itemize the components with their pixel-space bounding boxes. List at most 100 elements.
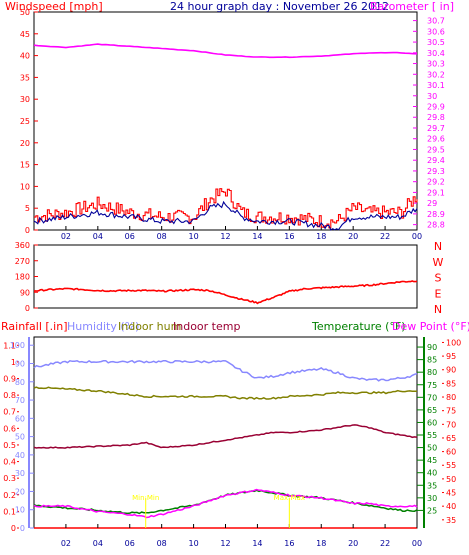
humidity-series-line [33,359,418,382]
wind-direction-series-line [33,280,418,305]
temperature-tick-label: 75 [427,381,437,390]
dew-point-tick-label: 80 [446,393,456,402]
wind-speed-axis-ticks: 0 5 10 15 20 25 30 35 40 45 50 [20,8,38,235]
rainfall-tick-label: 0.7 [3,408,16,417]
dew-point-tick-label: 75 [446,407,456,416]
hour-tick-label: 06 [125,232,135,241]
dew-point-tick-label: 35 [446,516,456,525]
barometer-tick-label: 29.5 [427,145,445,154]
barometer-tick-label: 29.4 [427,156,445,165]
rainfall-tick-label: 1 [11,358,16,367]
barometer-tick-label: 29.2 [427,178,445,187]
indoor-temp-label: Indoor temp [173,320,240,333]
windspeed-tick-label: 20 [20,139,30,148]
temperature-humidity-panel: 0 0.1 0.2 0.3 0.4 0.5 0.6 0.7 0.8 0.9 1 1.1 0 10 20 30… [1,320,469,548]
dew-point-tick-label: 100 [446,338,461,347]
rainfall-tick-label: 0.5 [3,441,16,450]
barometer-axis-label: Barometer [ in] [370,0,454,13]
gust-series-line [33,200,418,231]
temperature-tick-label: 45 [427,456,437,465]
hour-tick-label: 04 [93,539,103,548]
barometer-tick-label: 30.3 [427,60,445,69]
temperature-tick-label: 30 [427,494,437,503]
dew-point-tick-label: 50 [446,475,456,484]
temperature-tick-label: 50 [427,444,437,453]
humidity-tick-label: 80 [15,378,25,387]
windspeed-tick-label: 0 [25,226,30,235]
humidity-tick-label: 0 [20,524,25,533]
hour-tick-label: 22 [380,539,390,548]
temperature-axis-label: Temperature (°F) [311,320,406,333]
hour-tick-label: 12 [220,232,230,241]
indoor-hum-label: Indoor hum [118,320,181,333]
humidity-tick-label: 20 [15,487,25,496]
hour-tick-label: 14 [252,539,262,548]
dew-point-axis-ticks: 35 40 45 50 55 60 65 70 75 80 85 90 95 100 [442,338,461,525]
humidity-tick-label: 70 [15,396,25,405]
direction-tick-label: 180 [15,273,30,282]
hour-tick-label: 18 [316,232,326,241]
hour-tick-label: 22 [380,232,390,241]
temperature-tick-label: 35 [427,481,437,490]
hour-tick-label: 02 [61,232,71,241]
hour-tick-label: 16 [284,539,294,548]
wind-panel-series [33,43,418,231]
rainfall-tick-label: 0.9 [3,375,16,384]
hour-tick-label: 08 [157,539,167,548]
dew-point-axis-label: Dew Point (°F) [392,320,469,333]
min-max-annotations: Min:Min Max:Max [132,494,305,528]
windspeed-tick-label: 50 [20,8,30,17]
temp-panel-frame [33,336,418,529]
temperature-tick-label: 70 [427,393,437,402]
barometer-axis-ticks: 28.8 28.9 29 29.129.2 29.3 29.4 29.529.6 29.7 29… [413,17,445,230]
barometer-tick-label: 29 [427,199,437,208]
dew-point-tick-label: 85 [446,379,456,388]
rainfall-tick-label: 0.3 [3,474,16,483]
rainfall-tick-label: 0.6 [3,424,16,433]
chart-title: 24 hour graph day : November 26 2012 [170,0,389,13]
barometer-series-line [33,43,418,59]
direction-panel-frame [33,244,418,309]
windspeed-series-line [34,188,418,229]
barometer-tick-label: 29.8 [427,113,445,122]
direction-tick-label: 90 [20,288,30,297]
hour-tick-label: 02 [61,539,71,548]
barometer-tick-label: 29.6 [427,135,445,144]
barometer-tick-label: 28.9 [427,210,445,219]
humidity-tick-label: 30 [15,469,25,478]
dew-point-tick-label: 60 [446,448,456,457]
rainfall-axis-ticks: 0 0.1 0.2 0.3 0.4 0.5 0.6 0.7 0.8 0.9 1 1.1 [3,341,19,533]
indoor-temp-series-line [33,424,418,449]
windspeed-axis-label: Windspeed [mph] [5,0,103,13]
barometer-tick-label: 29.9 [427,103,445,112]
hour-tick-label: 04 [93,232,103,241]
compass-label: E [435,287,442,300]
temperature-tick-label: 40 [427,469,437,478]
hour-tick-label: 08 [157,232,167,241]
rainfall-tick-label: 0.8 [3,391,16,400]
windspeed-tick-label: 35 [20,73,30,82]
rainfall-tick-label: 1.1 [3,341,16,350]
compass-label: N [434,240,442,253]
humidity-tick-label: 10 [15,506,25,515]
temperature-tick-label: 55 [427,431,437,440]
wind-panel-hour-ticks: 02 04 06 08 10 12 14 16 18 20 22 00 [61,226,422,241]
dew-point-tick-label: 95 [446,352,456,361]
compass-label: S [435,272,442,285]
barometer-tick-label: 29.7 [427,124,445,133]
rainfall-axis-label: Rainfall [.in] [1,320,68,333]
hour-tick-label: 18 [316,539,326,548]
hour-tick-label: 10 [188,539,198,548]
rainfall-tick-label: 0.2 [3,491,16,500]
barometer-tick-label: 30.6 [427,27,445,36]
humidity-axis-bar [28,337,30,528]
hour-tick-label: 16 [284,232,294,241]
temperature-tick-label: 65 [427,406,437,415]
humidity-tick-label: 50 [15,433,25,442]
humidity-tick-label: 90 [15,360,25,369]
humidity-axis-label: Humidity (%) [67,320,139,333]
humidity-tick-label: 40 [15,451,25,460]
